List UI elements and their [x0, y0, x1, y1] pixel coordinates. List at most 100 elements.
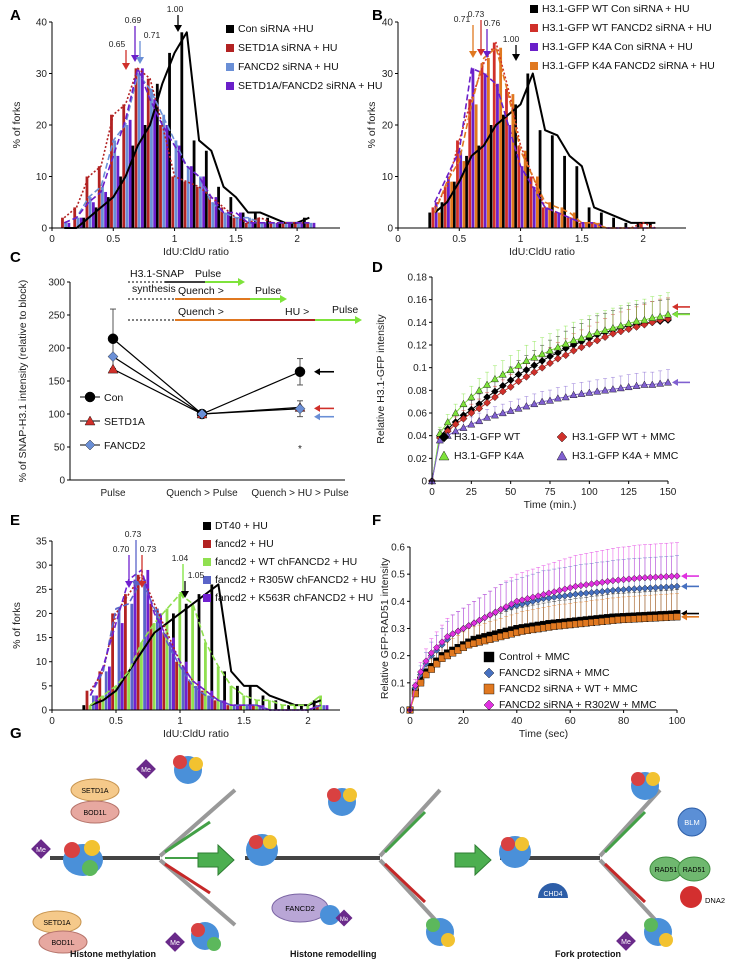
- bar-2: [639, 222, 643, 228]
- data-point: [673, 572, 681, 580]
- bar-5: [159, 613, 162, 710]
- data-point: [640, 320, 649, 329]
- bar-3: [309, 222, 313, 228]
- x-tick-label: 150: [660, 487, 677, 498]
- data-point: [656, 379, 665, 387]
- y-tick-label: 30: [36, 69, 48, 80]
- data-point: [616, 327, 625, 336]
- annotation-arrowhead: [512, 54, 520, 61]
- schematic-quench-label: Quench >: [178, 285, 224, 297]
- data-point: [561, 393, 570, 401]
- data-point: [652, 573, 660, 581]
- annotation-label: 0.65: [109, 39, 126, 49]
- schematic-pulse-label: Pulse: [255, 285, 281, 297]
- bar-3: [319, 695, 322, 710]
- fit-curve-4: [63, 67, 310, 224]
- data-point: [507, 600, 516, 608]
- schematic-pulse-head-1: [238, 278, 245, 286]
- end-arrowhead: [672, 378, 678, 386]
- significance-star: *: [298, 444, 302, 455]
- data-point: [593, 579, 601, 587]
- data-point: [598, 587, 606, 596]
- data-point: [587, 580, 596, 588]
- data-point: [609, 577, 617, 585]
- data-point: [555, 586, 564, 595]
- bar-3: [229, 685, 233, 710]
- legend-marker: [84, 439, 96, 451]
- bar-3: [248, 217, 251, 228]
- data-point: [577, 590, 585, 598]
- bar-1: [266, 217, 269, 228]
- bar-3: [125, 125, 129, 228]
- y-tick-label: 20: [36, 609, 48, 620]
- annotation-label: 1.00: [167, 4, 184, 14]
- data-point: [467, 409, 476, 417]
- bar-1: [274, 700, 278, 710]
- legend-swatch: [530, 62, 538, 70]
- bar-1: [538, 130, 542, 228]
- bod1l-protein-lower: [38, 930, 88, 954]
- bar-1: [514, 104, 517, 228]
- annotation-label: 1.05: [188, 570, 205, 580]
- y-tick-label: 30: [382, 69, 394, 80]
- legend-label: FANCD2 siRNA + HU: [238, 61, 339, 73]
- data-point: [569, 336, 578, 344]
- bar-2: [480, 63, 484, 229]
- data-point: [571, 590, 580, 598]
- legend-marker: [438, 450, 450, 461]
- bar-4: [128, 119, 132, 228]
- bar-2: [146, 78, 150, 229]
- end-arrowhead: [681, 572, 687, 580]
- legend-marker: [483, 699, 495, 711]
- legend-swatch: [226, 63, 234, 71]
- bar-2: [239, 705, 242, 710]
- data-point: [539, 595, 548, 603]
- bar-2: [431, 207, 435, 228]
- legend-swatch: [530, 43, 538, 51]
- data-point: [459, 423, 468, 431]
- data-point: [550, 588, 558, 596]
- data-point: [514, 377, 523, 386]
- bar-3: [216, 666, 220, 710]
- bar-3: [594, 222, 597, 228]
- x-tick-label: 40: [511, 716, 523, 727]
- bar-1: [94, 207, 98, 228]
- bar-4: [437, 212, 441, 228]
- data-point: [656, 312, 665, 320]
- data-point: [668, 572, 676, 580]
- legend-marker: [483, 667, 495, 679]
- panel-label-f: F: [372, 512, 381, 529]
- legend-label: H3.1-GFP K4A Con siRNA + HU: [542, 41, 693, 53]
- bar-4: [143, 579, 146, 710]
- y-tick-label: 25: [36, 585, 48, 596]
- data-point: [490, 374, 499, 383]
- legend-label: fancd2 + K563R chFANCD2 + HU: [215, 592, 373, 604]
- nascent-strand-red-2: [383, 862, 427, 904]
- legend-label: H3.1-GFP WT: [454, 431, 521, 443]
- end-arrowhead: [314, 404, 320, 412]
- annotation-arrowhead: [483, 51, 491, 58]
- data-point: [641, 584, 649, 592]
- legend-marker: [438, 431, 450, 443]
- data-point: [614, 586, 622, 594]
- y-tick-label: 0.4: [391, 597, 405, 608]
- data-point: [582, 589, 590, 597]
- legend-marker: [483, 683, 495, 695]
- bar-1: [278, 222, 282, 228]
- data-point: [470, 619, 478, 627]
- legend-swatch: [203, 522, 211, 530]
- bar-1: [261, 695, 265, 710]
- annotation-arrowhead: [131, 55, 139, 62]
- bar-3: [280, 705, 284, 710]
- y-tick-label: 0: [387, 224, 393, 235]
- histone-red-upper-3: [631, 772, 645, 786]
- data-point: [624, 325, 633, 334]
- annotation-arrowhead: [132, 581, 140, 588]
- y-tick-label: 35: [36, 537, 48, 548]
- data-point: [630, 574, 638, 583]
- bar-4: [251, 222, 255, 228]
- data-point: [483, 398, 491, 407]
- bar-5: [325, 705, 329, 710]
- bar-4: [168, 642, 172, 710]
- data-point: [481, 614, 489, 622]
